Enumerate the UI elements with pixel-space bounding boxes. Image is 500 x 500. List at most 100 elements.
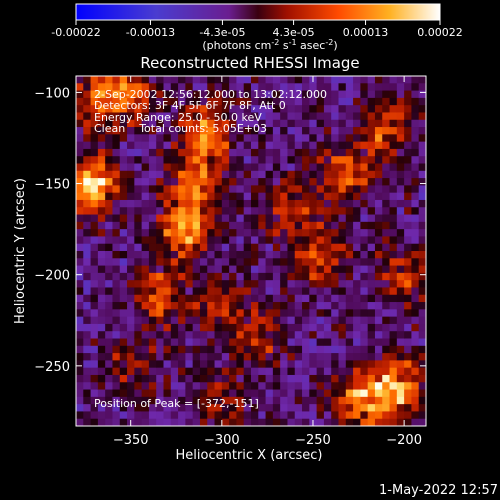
heatmap-cell [287,382,296,390]
heatmap-cell [272,199,281,208]
heatmap-cell [207,163,215,172]
heatmap-cell [360,178,369,186]
heatmap-cell [105,112,113,121]
heatmap-cell [338,148,347,157]
heatmap-cell [90,258,99,266]
heatmap-cell [345,105,354,113]
heatmap-cell [214,76,223,84]
heatmap-cell [141,382,150,390]
heatmap-cell [418,199,426,208]
heatmap-cell [353,382,361,390]
heatmap-cell [199,97,208,106]
heatmap-cell [353,353,361,361]
heatmap-cell [251,163,259,172]
heatmap-cell [141,221,150,230]
heatmap-cell [221,178,230,186]
heatmap-cell [353,294,361,303]
heatmap-cell [229,265,237,274]
annotation-detectors: Detectors: 3F 4F 5F 6F 7F 8F, Att 0 [94,99,286,112]
heatmap-cell [382,367,390,376]
heatmap-cell [243,90,252,99]
heatmap-cell [360,338,369,347]
heatmap-cell [294,338,303,347]
heatmap-cell [170,112,179,121]
heatmap-cell [367,374,376,383]
heatmap-cell [134,112,143,121]
heatmap-cell [192,287,201,296]
heatmap-cell [90,221,99,230]
heatmap-cell [404,404,412,412]
heatmap-cell [229,360,237,369]
heatmap-cell [163,163,172,172]
heatmap-cell [119,353,128,361]
heatmap-cell [236,316,245,325]
heatmap-cell [243,141,252,150]
heatmap-cell [353,119,361,128]
heatmap-cell [236,156,245,164]
heatmap-cell [367,170,376,179]
heatmap-cell [178,272,186,281]
heatmap-cell [331,76,339,84]
heatmap-cell [338,258,347,266]
heatmap-cell [236,302,245,310]
heatmap-cell [404,374,412,383]
heatmap-cell [141,83,150,91]
heatmap-cell [345,243,354,252]
heatmap-cell [353,207,361,215]
heatmap-cell [185,90,194,99]
heatmap-cell [272,214,281,223]
heatmap-cell [163,76,172,84]
heatmap-cell [389,396,398,405]
heatmap-cell [404,272,412,281]
heatmap-cell [323,105,332,113]
heatmap-cell [331,389,339,398]
heatmap-cell [418,105,426,113]
heatmap-cell [323,367,332,376]
heatmap-cell [345,141,354,150]
heatmap-cell [76,287,84,296]
heatmap-cell [236,229,245,237]
heatmap-cell [338,389,347,398]
heatmap-cell [127,280,135,288]
heatmap-cell [272,389,281,398]
heatmap-cell [265,411,274,420]
heatmap-cell [302,156,310,164]
heatmap-cell [229,236,237,245]
heatmap-cell [265,374,274,383]
heatmap-cell [411,243,420,252]
y-axis-tick-labels: −100−150−200−250 [34,86,70,374]
heatmap-cell [185,367,194,376]
heatmap-cell [148,338,157,347]
heatmap-cell [389,134,398,143]
heatmap-cell [229,243,237,252]
heatmap-cell [199,294,208,303]
heatmap-cell [316,338,325,347]
heatmap-cell [112,199,121,208]
heatmap-cell [360,382,369,390]
heatmap-cell [272,404,281,412]
heatmap-cell [229,119,237,128]
heatmap-cell [97,221,106,230]
heatmap-cell [134,280,143,288]
heatmap-cell [316,389,325,398]
heatmap-cell [97,163,106,172]
heatmap-cell [214,141,223,150]
heatmap-cell [112,309,121,318]
heatmap-cell [411,331,420,339]
heatmap-cell [418,287,426,296]
heatmap-cell [178,134,186,143]
heatmap-cell [127,272,135,281]
heatmap-cell [178,411,186,420]
heatmap-cell [382,294,390,303]
heatmap-cell [141,309,150,318]
heatmap-cell [229,353,237,361]
heatmap-cell [316,170,325,179]
heatmap-cell [192,345,201,354]
heatmap-cell [192,280,201,288]
heatmap-cell [389,199,398,208]
heatmap-cell [251,374,259,383]
heatmap-cell [83,141,91,150]
heatmap-cell [178,192,186,201]
heatmap-cell [185,251,194,259]
heatmap-cell [192,134,201,143]
